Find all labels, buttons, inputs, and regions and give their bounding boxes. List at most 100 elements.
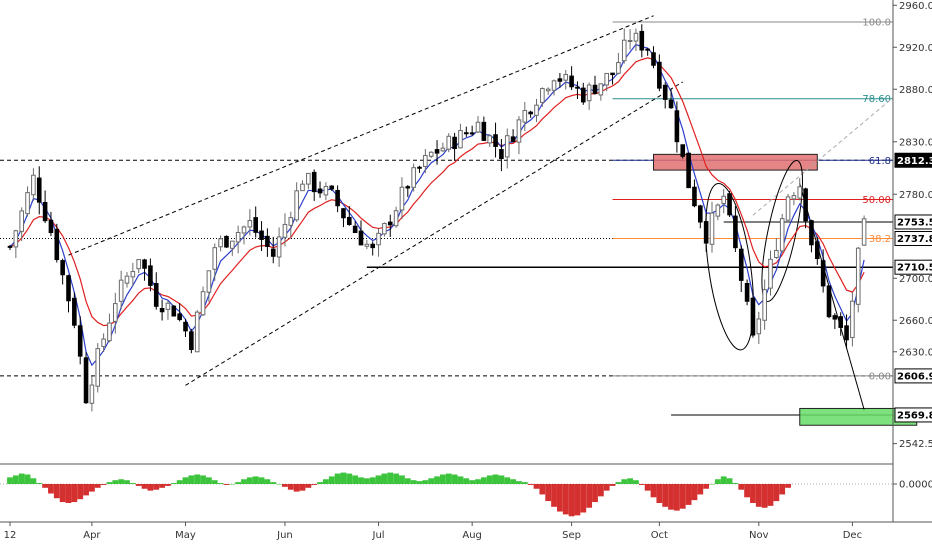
- candle[interactable]: [820, 249, 826, 293]
- candle[interactable]: [540, 87, 545, 107]
- candle[interactable]: [171, 305, 177, 317]
- candle[interactable]: [446, 133, 452, 153]
- candle[interactable]: [639, 24, 645, 58]
- candle[interactable]: [458, 123, 463, 149]
- candle[interactable]: [627, 29, 633, 50]
- candle[interactable]: [662, 82, 668, 109]
- candle[interactable]: [703, 212, 709, 252]
- candle[interactable]: [844, 314, 849, 349]
- candle[interactable]: [60, 258, 65, 285]
- candle[interactable]: [581, 82, 586, 105]
- candle[interactable]: [124, 272, 130, 288]
- candle[interactable]: [797, 178, 803, 201]
- candle[interactable]: [54, 223, 60, 263]
- candle[interactable]: [13, 229, 19, 258]
- candle[interactable]: [815, 236, 820, 265]
- candle[interactable]: [651, 46, 656, 69]
- candle[interactable]: [270, 236, 276, 264]
- candle[interactable]: [183, 318, 188, 338]
- candle[interactable]: [411, 163, 416, 192]
- candle[interactable]: [241, 225, 247, 245]
- candle[interactable]: [358, 220, 364, 246]
- candle[interactable]: [311, 169, 317, 201]
- candle[interactable]: [405, 184, 411, 197]
- candle[interactable]: [610, 72, 615, 85]
- candle[interactable]: [212, 243, 218, 282]
- candle[interactable]: [253, 206, 258, 238]
- candle[interactable]: [598, 83, 604, 101]
- candle[interactable]: [452, 132, 457, 161]
- candle[interactable]: [657, 54, 662, 92]
- candle[interactable]: [522, 101, 528, 132]
- candle[interactable]: [107, 313, 112, 343]
- candle[interactable]: [288, 211, 294, 238]
- candle[interactable]: [756, 311, 762, 345]
- candle[interactable]: [493, 122, 498, 158]
- channel-upper-line[interactable]: [68, 15, 654, 256]
- candle[interactable]: [440, 142, 446, 152]
- candle[interactable]: [709, 201, 715, 253]
- candle[interactable]: [165, 300, 171, 320]
- candle[interactable]: [83, 352, 89, 404]
- candle[interactable]: [791, 192, 797, 206]
- candle[interactable]: [77, 316, 83, 365]
- candle[interactable]: [434, 140, 440, 165]
- candle[interactable]: [376, 228, 381, 257]
- candle[interactable]: [698, 204, 703, 229]
- candle[interactable]: [370, 241, 375, 256]
- candle[interactable]: [604, 72, 610, 92]
- candle[interactable]: [417, 165, 422, 173]
- candle[interactable]: [206, 270, 212, 302]
- candle[interactable]: [534, 98, 539, 123]
- candle[interactable]: [499, 138, 504, 172]
- candle[interactable]: [423, 148, 428, 174]
- candle[interactable]: [744, 279, 750, 306]
- candle[interactable]: [516, 116, 522, 155]
- candle[interactable]: [317, 181, 323, 198]
- candle[interactable]: [393, 206, 399, 228]
- candle[interactable]: [159, 299, 165, 321]
- candle[interactable]: [592, 75, 598, 95]
- candle[interactable]: [551, 79, 557, 96]
- candle[interactable]: [803, 187, 808, 229]
- candle[interactable]: [142, 258, 147, 281]
- candle[interactable]: [850, 292, 855, 347]
- candle[interactable]: [31, 168, 36, 201]
- candle[interactable]: [364, 239, 370, 250]
- candle[interactable]: [528, 110, 533, 118]
- extension-trendline[interactable]: [752, 97, 894, 216]
- candle[interactable]: [428, 151, 434, 159]
- candle[interactable]: [826, 285, 832, 319]
- candle[interactable]: [721, 188, 727, 214]
- candle[interactable]: [768, 250, 773, 296]
- candle[interactable]: [774, 237, 779, 259]
- candle[interactable]: [779, 213, 785, 253]
- candle[interactable]: [306, 172, 311, 189]
- candle[interactable]: [48, 211, 54, 237]
- supply-zone[interactable]: [653, 153, 818, 171]
- candle[interactable]: [265, 228, 270, 257]
- candle[interactable]: [230, 240, 235, 256]
- candle[interactable]: [259, 221, 264, 251]
- candle[interactable]: [464, 126, 469, 137]
- candle[interactable]: [563, 70, 569, 90]
- candle[interactable]: [136, 259, 141, 274]
- candle[interactable]: [200, 286, 206, 317]
- candle[interactable]: [738, 245, 744, 292]
- candle[interactable]: [36, 166, 42, 215]
- candle[interactable]: [633, 28, 639, 52]
- candle[interactable]: [586, 82, 592, 110]
- candle[interactable]: [118, 270, 124, 310]
- candle[interactable]: [66, 274, 71, 313]
- channel-lower-line[interactable]: [185, 81, 684, 386]
- candle[interactable]: [674, 101, 680, 153]
- candle[interactable]: [680, 144, 686, 159]
- pattern-ellipse-left[interactable]: [697, 181, 762, 353]
- candle[interactable]: [686, 152, 691, 189]
- candle[interactable]: [692, 179, 697, 208]
- candle[interactable]: [224, 235, 229, 248]
- candle[interactable]: [300, 180, 305, 192]
- candle[interactable]: [785, 193, 791, 223]
- candle[interactable]: [42, 190, 48, 224]
- pattern-ellipse-right[interactable]: [754, 158, 811, 305]
